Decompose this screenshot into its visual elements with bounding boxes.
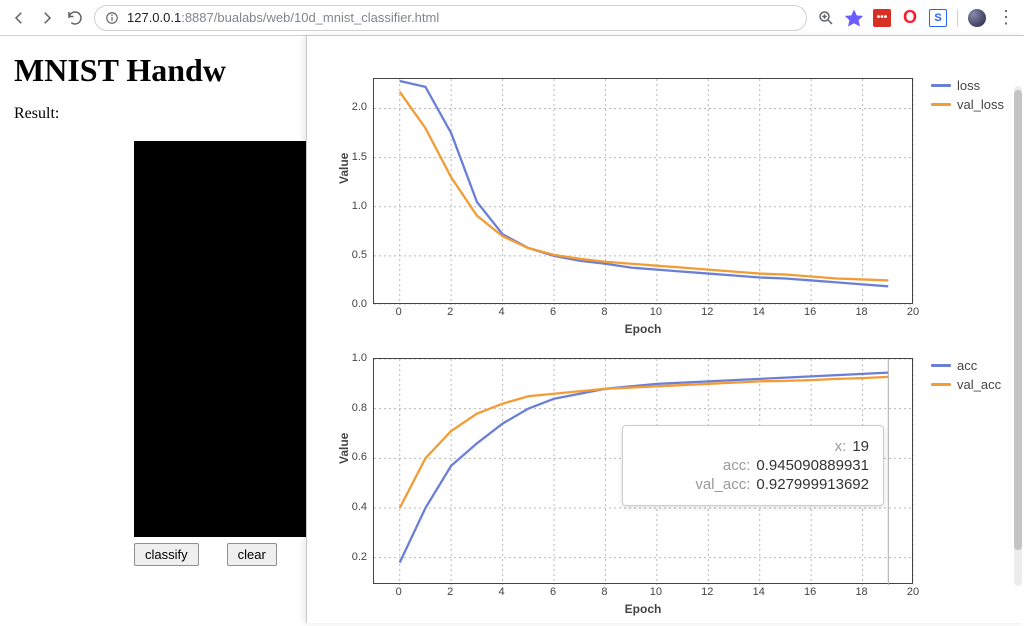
page-content: MNIST Handw Result: classify clear Value… <box>0 36 1024 623</box>
tick-label: 16 <box>804 586 816 598</box>
loss-x-label: Epoch <box>373 322 913 336</box>
legend-item: val_loss <box>931 97 1004 112</box>
menu-icon[interactable]: ⋮ <box>996 9 1014 27</box>
tick-label: 20 <box>907 306 919 318</box>
legend-item: val_acc <box>931 377 1001 392</box>
tick-label: 0.8 <box>352 402 367 414</box>
acc-y-ticks: 0.20.40.60.81.0 <box>335 358 371 584</box>
address-text: 127.0.0.1:8887/bualabs/web/10d_mnist_cla… <box>127 10 439 25</box>
browser-toolbar: 127.0.0.1:8887/bualabs/web/10d_mnist_cla… <box>0 0 1024 36</box>
tick-label: 0.4 <box>352 501 367 513</box>
tick-label: 8 <box>601 306 607 318</box>
acc-plot-area[interactable]: x: 19acc: 0.945090889931val_acc: 0.92799… <box>373 358 913 584</box>
tick-label: 14 <box>753 586 765 598</box>
tick-label: 12 <box>701 586 713 598</box>
tick-label: 18 <box>855 306 867 318</box>
loss-chart: Value 0.00.51.01.52.0 lossval_loss 02468… <box>335 78 1015 346</box>
tick-label: 1.5 <box>352 151 367 163</box>
extension-opera-icon[interactable]: O <box>901 9 919 27</box>
legend-item: loss <box>931 78 1004 93</box>
tick-label: 20 <box>907 586 919 598</box>
tick-label: 18 <box>855 586 867 598</box>
panel-scrollbar[interactable] <box>1014 86 1022 586</box>
accuracy-chart: Value 0.20.40.60.81.0 x: 19acc: 0.945090… <box>335 358 1015 626</box>
tick-label: 2.0 <box>352 101 367 113</box>
tick-label: 12 <box>701 306 713 318</box>
tick-label: 10 <box>650 586 662 598</box>
tick-label: 2 <box>447 306 453 318</box>
tick-label: 10 <box>650 306 662 318</box>
tick-label: 1.0 <box>352 352 367 364</box>
tick-label: 0.5 <box>352 249 367 261</box>
toolbar-separator <box>957 9 958 27</box>
tick-label: 0.2 <box>352 551 367 563</box>
loss-plot-area[interactable] <box>373 78 913 304</box>
tick-label: 1.0 <box>352 200 367 212</box>
legend-item: acc <box>931 358 1001 373</box>
tick-label: 6 <box>550 306 556 318</box>
training-metrics-panel: Value 0.00.51.01.52.0 lossval_loss 02468… <box>306 36 1024 623</box>
tick-label: 6 <box>550 586 556 598</box>
extension-s-icon[interactable]: S <box>929 9 947 27</box>
loss-legend: loss val_loss <box>931 78 1004 116</box>
loss-y-ticks: 0.00.51.01.52.0 <box>335 78 371 304</box>
extension-lastpass-icon[interactable]: ••• <box>873 9 891 27</box>
panel-scrollbar-thumb[interactable] <box>1014 90 1022 550</box>
acc-x-label: Epoch <box>373 602 913 616</box>
tick-label: 0 <box>396 586 402 598</box>
tick-label: 16 <box>804 306 816 318</box>
tick-label: 14 <box>753 306 765 318</box>
chart-tooltip: x: 19acc: 0.945090889931val_acc: 0.92799… <box>622 425 884 506</box>
tick-label: 0.6 <box>352 451 367 463</box>
tick-label: 8 <box>601 586 607 598</box>
info-icon <box>105 11 119 25</box>
forward-icon[interactable] <box>38 9 56 27</box>
star-icon[interactable] <box>845 9 863 27</box>
zoom-icon[interactable] <box>817 9 835 27</box>
back-icon[interactable] <box>10 9 28 27</box>
tick-label: 4 <box>499 306 505 318</box>
reload-icon[interactable] <box>66 9 84 27</box>
extension-globe-icon[interactable] <box>968 9 986 27</box>
tick-label: 2 <box>447 586 453 598</box>
clear-button[interactable]: clear <box>227 543 277 566</box>
address-bar[interactable]: 127.0.0.1:8887/bualabs/web/10d_mnist_cla… <box>94 5 807 31</box>
tick-label: 4 <box>499 586 505 598</box>
tick-label: 0 <box>396 306 402 318</box>
acc-legend: acc val_acc <box>931 358 1001 396</box>
tick-label: 0.0 <box>352 298 367 310</box>
classify-button[interactable]: classify <box>134 543 199 566</box>
